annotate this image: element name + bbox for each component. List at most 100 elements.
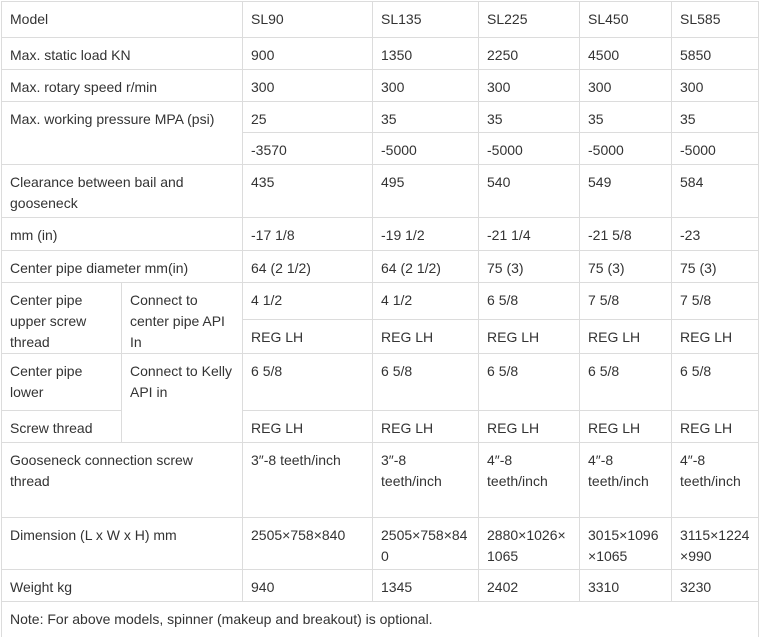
table-cell: Max. working pressure MPA (psi) — [0, 101, 244, 165]
table-row: Clearance between bail and gooseneck 435 4… — [0, 164, 759, 218]
table-cell: 6 5/8 — [478, 281, 581, 321]
table-cell: 1350 — [372, 37, 480, 70]
table-cell: REG LH — [671, 319, 759, 354]
table-cell: 2402 — [478, 569, 581, 602]
table-cell: -23 — [671, 217, 759, 251]
table-cell: 35 — [671, 101, 759, 133]
table-cell: REG LH — [372, 410, 480, 443]
table-cell: 64 (2 1/2) — [372, 250, 480, 283]
table-row: mm (in) -17 1/8 -19 1/2 -21 1/4 -21 5/8 -23 — [0, 217, 759, 251]
table-cell: REG LH — [579, 410, 673, 443]
table-cell: Center pipe upper screw thread — [1, 282, 122, 354]
note: Note: For above models, spinner (makeup … — [0, 601, 759, 637]
table-row: Dimension (L x W x H) mm 2505×758×840 2505… — [0, 517, 759, 570]
table-cell: 540 — [478, 164, 581, 218]
table-cell: 1345 — [372, 569, 480, 602]
table-cell: Model — [0, 1, 244, 38]
table-cell: Screw thread — [1, 410, 122, 443]
table-cell: 4″-8 teeth/inch — [671, 442, 759, 518]
table-cell: 2505×758×840 — [372, 517, 480, 570]
table-row: Max. working pressure MPA (psi) 25 35 35 35 3… — [0, 101, 759, 165]
table-cell: 4″-8 teeth/inch — [478, 442, 581, 518]
table-cell: SL90 — [242, 1, 374, 38]
table-cell: REG LH — [478, 410, 581, 443]
table-cell: 5850 — [671, 37, 759, 70]
table-cell: 2250 — [478, 37, 581, 70]
note-row: Note: For above models, spinner (makeup … — [0, 601, 759, 637]
table-cell: Center pipe diameter mm(in) — [0, 250, 244, 283]
table-row: Center pipe lower Connect to Kelly API in… — [1, 353, 759, 443]
table-cell: 3″-8 teeth/inch — [242, 442, 374, 518]
table-cell: -19 1/2 — [372, 217, 480, 251]
table-cell: Clearance between bail and gooseneck — [0, 164, 244, 218]
table-row: Model SL90 SL135 SL225 SL450 SL585 — [0, 1, 759, 38]
table-cell: 4500 — [579, 37, 673, 70]
table-cell: -17 1/8 — [242, 217, 374, 251]
table-cell: SL585 — [671, 1, 759, 38]
table-row: Screw thread REG LH REG LH REG LH REG LH REG … — [1, 410, 759, 443]
table-cell: 75 (3) — [671, 250, 759, 283]
table-row: REG LH REG LH REG LH REG LH REG LH — [2, 319, 759, 354]
table-cell: 3115×1224×990 — [671, 517, 759, 570]
table-cell: 6 5/8 — [372, 353, 480, 411]
table-cell: SL225 — [478, 1, 581, 38]
table-cell: -5000 — [372, 132, 480, 165]
table-cell: 940 — [242, 569, 374, 602]
table-cell: 300 — [671, 69, 759, 102]
table-cell: 4 1/2 — [242, 281, 374, 321]
table-row: Center pipe diameter mm(in) 64 (2 1/2) 64 … — [0, 250, 759, 283]
table-cell: REG LH — [671, 410, 759, 443]
table-cell: Connect to center pipe API In — [120, 282, 244, 354]
table-cell: Gooseneck connection screw thread — [0, 442, 244, 518]
table-cell: -5000 — [579, 132, 673, 165]
table-cell: 495 — [372, 164, 480, 218]
table-cell: Dimension (L x W x H) mm — [0, 517, 244, 570]
table-cell: -21 1/4 — [478, 217, 581, 251]
table-cell: REG LH — [579, 319, 673, 354]
table-cell: 6 5/8 — [478, 353, 581, 411]
table-cell: 2880×1026×1065 — [478, 517, 581, 570]
table-cell: 35 — [372, 101, 480, 133]
table-cell: 6 5/8 — [242, 353, 374, 411]
table-cell: 2505×758×840 — [242, 517, 374, 570]
table-cell: REG LH — [242, 410, 374, 443]
table-cell: SL450 — [579, 1, 673, 38]
table-cell: 3″-8 teeth/inch — [372, 442, 480, 518]
table-cell: 435 — [242, 164, 374, 218]
table-cell: SL135 — [372, 1, 480, 38]
table-cell: Weight kg — [0, 569, 244, 602]
table-cell: Max. rotary speed r/min — [0, 69, 244, 102]
table-cell: 75 (3) — [579, 250, 673, 283]
table-row: -3570 -5000 -5000 -5000 -5000 — [2, 132, 759, 165]
table-cell: -5000 — [478, 132, 581, 165]
table-cell: Center pipe lower — [1, 353, 122, 411]
table-cell: 300 — [372, 69, 480, 102]
table-cell: 300 — [242, 69, 374, 102]
table-cell: REG LH — [372, 319, 480, 354]
table-cell: 300 — [579, 69, 673, 102]
table-cell: 7 5/8 — [579, 281, 673, 321]
table-row: Max. rotary speed r/min 300 300 300 300 300 — [0, 69, 759, 102]
table-cell: 3015×1096×1065 — [579, 517, 673, 570]
table-cell: 3310 — [579, 569, 673, 602]
table-cell: 25 — [242, 101, 374, 133]
table-cell: 300 — [478, 69, 581, 102]
table-row: Gooseneck connection screw thread 3″-8 te… — [0, 442, 759, 518]
table-cell: mm (in) — [0, 217, 244, 251]
table-cell: 584 — [671, 164, 759, 218]
table-cell: -5000 — [671, 132, 759, 165]
table-cell: 4″-8 teeth/inch — [579, 442, 673, 518]
table-cell: 35 — [478, 101, 581, 133]
table-cell: 549 — [579, 164, 673, 218]
table-cell: 3230 — [671, 569, 759, 602]
table-row: Center pipe upper screw thread Connect to… — [1, 281, 759, 354]
table-cell: REG LH — [478, 319, 581, 354]
table-cell: Connect to Kelly API in — [120, 353, 244, 443]
table-cell: Max. static load KN — [0, 37, 244, 70]
table-cell: 64 (2 1/2) — [242, 250, 374, 283]
table-cell: REG LH — [242, 319, 374, 354]
table-cell: 6 5/8 — [579, 353, 673, 411]
table-cell: -3570 — [242, 132, 374, 165]
